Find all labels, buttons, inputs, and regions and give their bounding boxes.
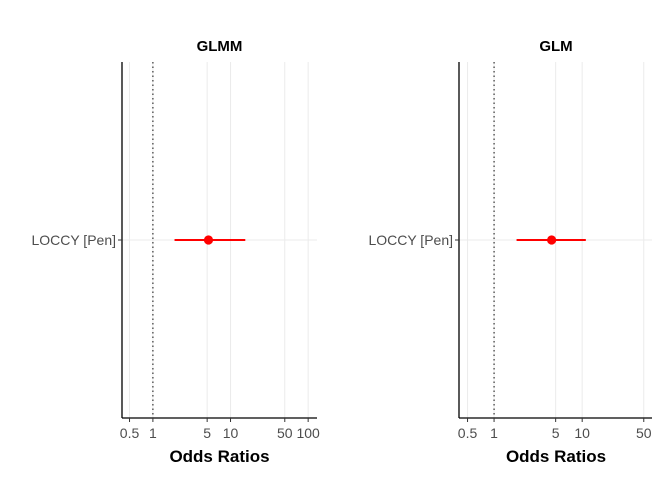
glm-x-tick-label: 10	[574, 425, 590, 441]
glm-x-tick-label: 1	[490, 425, 498, 441]
glm-category-label: LOCCY [Pen]	[368, 232, 453, 248]
glmm-x-tick-label: 0.5	[120, 425, 140, 441]
glm-panel-title: GLM	[539, 38, 572, 55]
glmm-x-tick-label: 10	[223, 425, 239, 441]
glmm-x-ticks: 0.5 1 5 10 50 100	[120, 418, 320, 441]
glm-x-tick-label: 5	[552, 425, 560, 441]
glmm-x-tick-label: 5	[203, 425, 211, 441]
glmm-category-labels: LOCCY [Pen]	[31, 232, 122, 248]
glmm-category-label: LOCCY [Pen]	[31, 232, 116, 248]
glmm-x-tick-label: 100	[296, 425, 320, 441]
glm-x-tick-label: 50	[636, 425, 652, 441]
glm-x-tick-label: 0.5	[458, 425, 478, 441]
glm-estimates	[516, 235, 586, 245]
glmm-x-axis-title: Odds Ratios	[169, 447, 269, 466]
glmm-panel: GLMM 0.5 1 5 10 50 100 LOCCY [Pen] Odds Ratio…	[31, 38, 320, 466]
glm-panel: GLM 0.5 1 5 10 50 LOCCY [Pen] Odds Ratios	[368, 38, 652, 466]
glmm-point-estimate	[203, 235, 214, 245]
glmm-x-tick-label: 50	[277, 425, 293, 441]
glm-category-labels: LOCCY [Pen]	[368, 232, 459, 248]
glm-x-ticks: 0.5 1 5 10 50	[458, 418, 652, 441]
glmm-estimates	[174, 235, 246, 245]
glm-point-estimate	[547, 235, 557, 245]
glm-x-axis-title: Odds Ratios	[506, 447, 606, 466]
glmm-x-tick-label: 1	[149, 425, 157, 441]
glmm-panel-title: GLMM	[197, 38, 243, 55]
